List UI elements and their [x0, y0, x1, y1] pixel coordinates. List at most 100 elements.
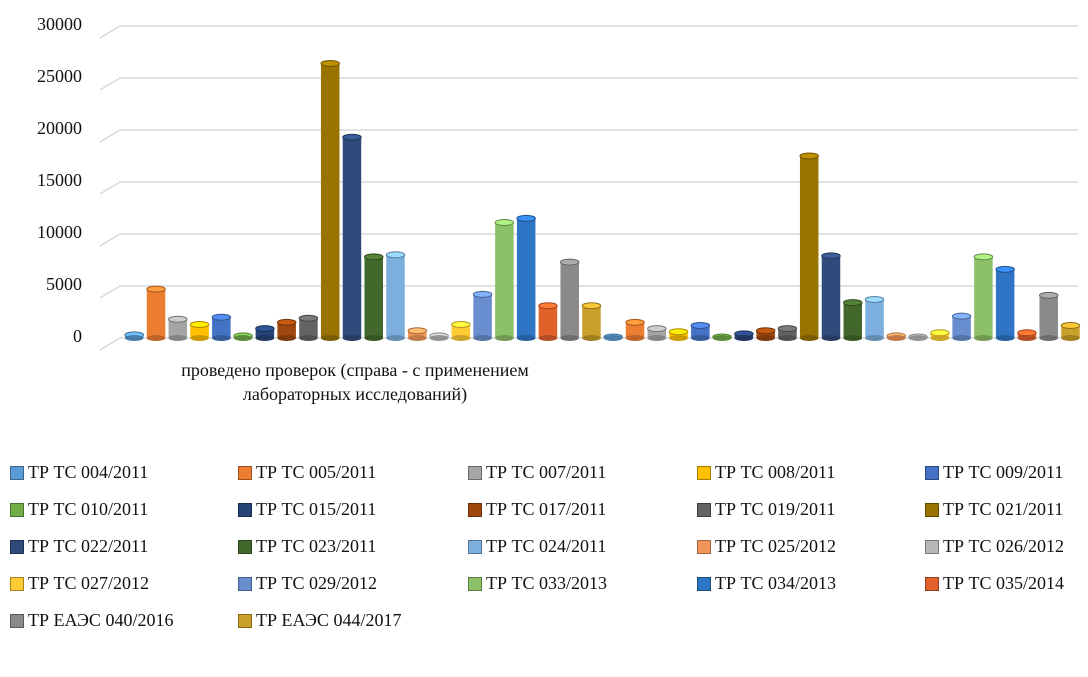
legend-item: ТР ТС 017/2011	[468, 499, 606, 520]
legend-item: ТР ТС 019/2011	[697, 499, 835, 520]
bar	[168, 319, 188, 338]
legend-label: ТР ТС 009/2011	[943, 462, 1064, 482]
bar-top	[146, 285, 166, 293]
bar-top	[559, 258, 580, 266]
bar	[582, 305, 601, 338]
bar-base	[168, 335, 188, 341]
legend-label: ТР ТС 034/2013	[715, 573, 837, 593]
legend-swatch	[925, 539, 939, 554]
legend-item: ТР ТС 025/2012	[697, 536, 836, 557]
legend-item: ТР ТС 027/2012	[10, 573, 149, 594]
bar	[625, 322, 645, 338]
legend-item: ТР ТС 009/2011	[925, 462, 1063, 483]
bar-base	[821, 335, 841, 341]
bar-base	[451, 335, 471, 341]
legend-label: ТР ТС 021/2011	[943, 499, 1064, 519]
bar	[190, 324, 209, 338]
bar-base	[669, 335, 688, 341]
legend-swatch	[238, 576, 252, 591]
bar-base	[277, 335, 296, 341]
bar-base	[799, 335, 819, 341]
chart: 0 5000 10000 15000 20000 25000 30000	[37, 14, 1081, 351]
bar	[451, 324, 471, 338]
bar-top	[951, 312, 972, 320]
bar-base	[604, 335, 623, 341]
bar-base	[495, 335, 514, 341]
bar-top	[647, 325, 667, 333]
bar	[756, 330, 775, 338]
bar-base	[473, 335, 492, 341]
legend-label: ТР ТС 027/2012	[28, 573, 150, 593]
bar	[212, 317, 231, 338]
legend-label: ТР ТС 023/2011	[256, 536, 377, 556]
legend-label: ТР ТС 022/2011	[28, 536, 149, 556]
legend-item: ТР ЕАЭС 044/2017	[238, 610, 401, 631]
legend-item: ТР ЕАЭС 040/2016	[10, 610, 173, 631]
bar-top	[320, 59, 340, 67]
legend-label: ТР ТС 008/2011	[715, 462, 836, 482]
legend-label: ТР ТС 024/2011	[486, 536, 607, 556]
bar	[865, 299, 884, 338]
bar-top	[516, 214, 536, 222]
bar-base	[995, 335, 1015, 341]
bar	[342, 137, 362, 338]
legend-swatch	[238, 502, 252, 517]
legend-swatch	[468, 576, 482, 591]
bar	[974, 256, 993, 338]
bar-top	[342, 133, 362, 141]
bar	[538, 305, 558, 338]
legend-swatch	[10, 539, 24, 554]
legend-label: ТР ЕАЭС 044/2017	[256, 610, 402, 630]
bar	[408, 330, 427, 338]
bar-base	[233, 335, 253, 341]
bar	[495, 222, 514, 338]
legend-label: ТР ТС 035/2014	[943, 573, 1065, 593]
legend-item: ТР ТС 033/2013	[468, 573, 607, 594]
bar-base	[1017, 335, 1037, 341]
bar-base	[691, 335, 710, 341]
legend-swatch	[10, 576, 24, 591]
bar	[473, 294, 492, 338]
legend-swatch	[468, 539, 482, 554]
bar	[299, 318, 318, 338]
bar-top	[995, 265, 1015, 273]
bar-base	[124, 335, 144, 341]
grid-line	[99, 233, 1078, 247]
legend-item: ТР ТС 035/2014	[925, 573, 1064, 594]
bar	[320, 63, 340, 338]
bar-top	[690, 322, 711, 330]
bar-top	[451, 320, 471, 328]
category-label: проведено проверок (справа - с применени…	[181, 360, 529, 404]
legend-label: ТР ТС 004/2011	[28, 462, 149, 482]
legend-item: ТР ТС 005/2011	[238, 462, 376, 483]
legend-item: ТР ТС 004/2011	[10, 462, 148, 483]
bar	[799, 156, 819, 338]
legend-swatch	[697, 576, 711, 591]
bar	[952, 316, 971, 338]
bar-base	[429, 335, 449, 341]
legend-swatch	[238, 539, 252, 554]
bar-base	[865, 335, 884, 341]
legend-swatch	[697, 502, 711, 517]
bar-base	[560, 335, 579, 341]
bar-base	[974, 335, 993, 341]
legend-label: ТР ТС 007/2011	[486, 462, 607, 482]
bar-base	[930, 335, 950, 341]
bar-top	[211, 313, 232, 321]
bar-top	[494, 219, 515, 227]
legend-label: ТР ТС 005/2011	[256, 462, 377, 482]
legend-swatch	[468, 502, 482, 517]
grid-line	[99, 285, 1078, 299]
legend-item: ТР ТС 021/2011	[925, 499, 1063, 520]
legend-item: ТР ТС 015/2011	[238, 499, 376, 520]
legend-item: ТР ТС 023/2011	[238, 536, 376, 557]
bar-top	[755, 327, 776, 335]
bar	[821, 255, 841, 338]
bar-top	[538, 302, 558, 310]
bar-top	[1017, 329, 1037, 337]
bar-base	[212, 335, 231, 341]
legend-swatch	[697, 539, 711, 554]
grid-line	[99, 77, 1078, 91]
bar	[647, 328, 667, 338]
